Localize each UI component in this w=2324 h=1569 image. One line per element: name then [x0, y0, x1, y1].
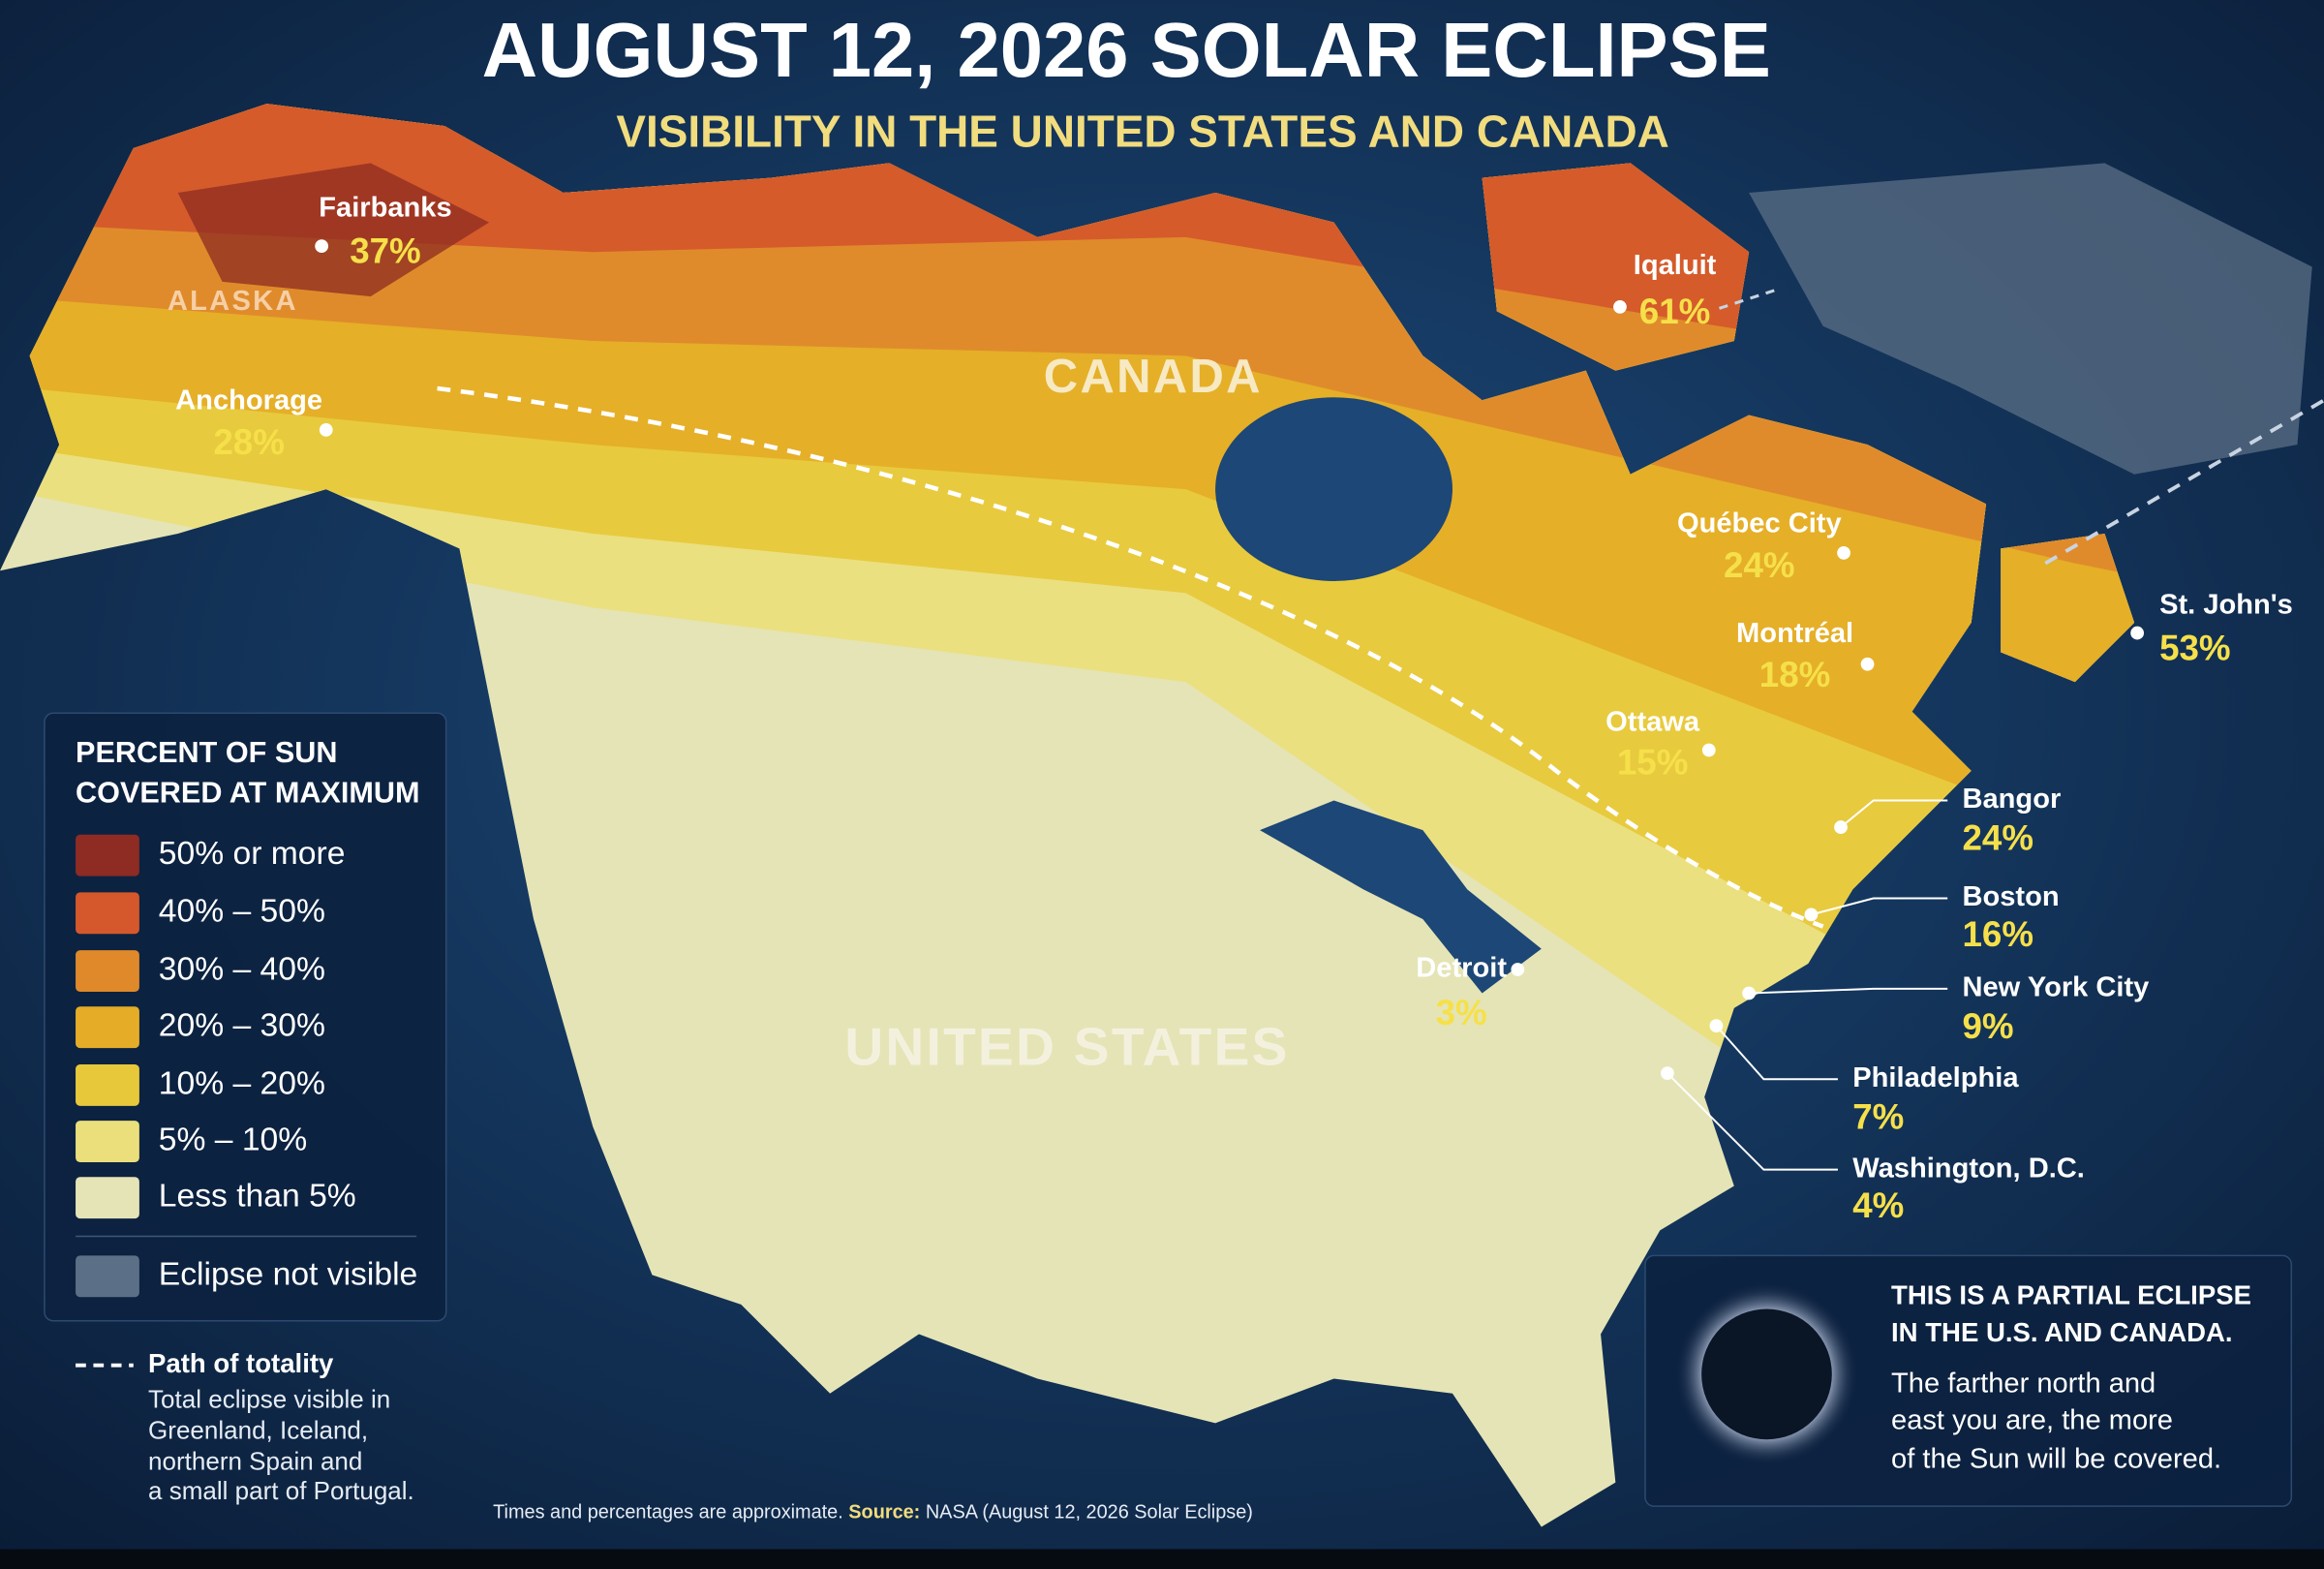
legend-box: [44, 712, 447, 1322]
city-dot: [1834, 820, 1848, 834]
city-name: Detroit: [1416, 953, 1507, 984]
footer-note: Times and percentages are approximate.: [493, 1502, 843, 1523]
info-body: east you are, the more: [1891, 1405, 2173, 1436]
city-percent: 61%: [1639, 292, 1711, 331]
title: AUGUST 12, 2026 SOLAR ECLIPSE: [482, 7, 1771, 93]
footer-source: NASA (August 12, 2026 Solar Eclipse): [926, 1502, 1253, 1523]
city-dot: [1804, 908, 1819, 922]
city-percent: 24%: [1963, 818, 2034, 858]
city-name: Montréal: [1736, 618, 1853, 649]
city-dot: [1613, 299, 1627, 314]
region-label: CANADA: [1044, 351, 1263, 403]
totality-path-east: [2044, 398, 2324, 566]
legend-label: Eclipse not visible: [159, 1257, 418, 1293]
leader-line: [1749, 987, 1948, 995]
city-name: Iqaluit: [1634, 250, 1717, 281]
city-name: Québec City: [1677, 508, 1842, 539]
city-name: Washington, D.C.: [1852, 1153, 2085, 1184]
footer-source-label: Source:: [848, 1502, 920, 1523]
city-name: Boston: [1963, 881, 2060, 912]
legend-label: 50% or more: [159, 836, 346, 872]
legend-swatch: [76, 1255, 139, 1298]
city-percent: 4%: [1852, 1185, 1904, 1225]
totality-title: Path of totality: [148, 1348, 334, 1378]
info-body: of the Sun will be covered.: [1891, 1443, 2221, 1474]
city-dot: [315, 239, 329, 253]
city-dot: [1511, 963, 1525, 976]
eclipse-moon: [1701, 1308, 1832, 1440]
legend-label: 30% – 40%: [159, 951, 325, 987]
legend-label: 40% – 50%: [159, 894, 325, 930]
totality-line: northern Spain and: [148, 1447, 362, 1476]
info-heading: THIS IS A PARTIAL ECLIPSE: [1891, 1280, 2251, 1310]
city-name: Philadelphia: [1852, 1062, 2019, 1093]
city-name: Fairbanks: [319, 193, 451, 224]
subtitle: VISIBILITY IN THE UNITED STATES AND CANA…: [616, 106, 1668, 156]
city-dot: [1709, 1019, 1724, 1033]
city-percent: 18%: [1759, 655, 1831, 694]
totality-path-greenland: [1719, 288, 1780, 310]
leader-line: [1715, 1025, 1838, 1081]
legend-title: PERCENT OF SUN: [76, 736, 337, 769]
info-heading: IN THE U.S. AND CANADA.: [1891, 1317, 2233, 1347]
legend-label: 10% – 20%: [159, 1065, 325, 1101]
city-percent: 9%: [1963, 1006, 2014, 1046]
legend-swatch: [76, 1063, 139, 1106]
city-name: St. John's: [2159, 590, 2293, 621]
city-dot: [1860, 657, 1875, 671]
city-percent: 37%: [350, 231, 421, 270]
totality-line: a small part of Portugal.: [148, 1476, 414, 1505]
leader-line: [1840, 799, 1948, 828]
city-percent: 24%: [1724, 545, 1795, 585]
city-percent: 3%: [1436, 993, 1487, 1032]
legend-label: Less than 5%: [159, 1179, 356, 1215]
city-percent: 16%: [1963, 914, 2034, 954]
totality-path: [437, 385, 1824, 929]
city-percent: 7%: [1852, 1096, 1904, 1136]
city-name: Ottawa: [1605, 707, 1700, 738]
legend-swatch: [76, 1177, 139, 1219]
city-dot: [1701, 743, 1716, 757]
legend-title: COVERED AT MAXIMUM: [76, 776, 419, 809]
leader-line: [1667, 1072, 1838, 1171]
city-name: New York City: [1963, 972, 2151, 1003]
legend-swatch: [76, 1121, 139, 1162]
coverage-band: [177, 163, 490, 297]
city-percent: 28%: [213, 422, 285, 462]
totality-line: Total eclipse visible in: [148, 1384, 390, 1413]
bottom-strip: [0, 1549, 2324, 1569]
city-name: Bangor: [1963, 784, 2062, 815]
city-dot: [1742, 986, 1756, 1000]
region-label: UNITED STATES: [844, 1017, 1289, 1077]
city-dot: [319, 422, 333, 437]
legend-swatch: [76, 1006, 139, 1049]
footer: Times and percentages are approximate. S…: [493, 1502, 1253, 1523]
city-dot: [1661, 1066, 1674, 1081]
legend-items: 50% or more 40% – 50% 30% – 40% 20% – 30% 10…: [76, 834, 418, 1298]
hudson-bay: [1215, 397, 1452, 581]
legend-label: 5% – 10%: [159, 1122, 307, 1157]
leader-line: [1811, 897, 1948, 916]
labels: Fairbanks 37% Anchorage 28% Iqaluit 61% Québec…: [175, 193, 2293, 1226]
city-dot: [2130, 626, 2145, 640]
great-lakes: [1260, 800, 1542, 994]
legend-swatch: [76, 834, 139, 877]
region-label: ALASKA: [168, 286, 298, 317]
legend-swatch: [76, 892, 139, 935]
city-dot: [1837, 546, 1850, 560]
legend-label: 20% – 30%: [159, 1008, 325, 1044]
legend-swatch: [76, 950, 139, 992]
info-body: The farther north and: [1891, 1368, 2156, 1399]
city-name: Anchorage: [175, 385, 322, 415]
city-percent: 53%: [2159, 629, 2231, 668]
city-percent: 15%: [1617, 742, 1689, 782]
greenland: [1749, 163, 2312, 475]
totality-line: Greenland, Iceland,: [148, 1415, 368, 1444]
